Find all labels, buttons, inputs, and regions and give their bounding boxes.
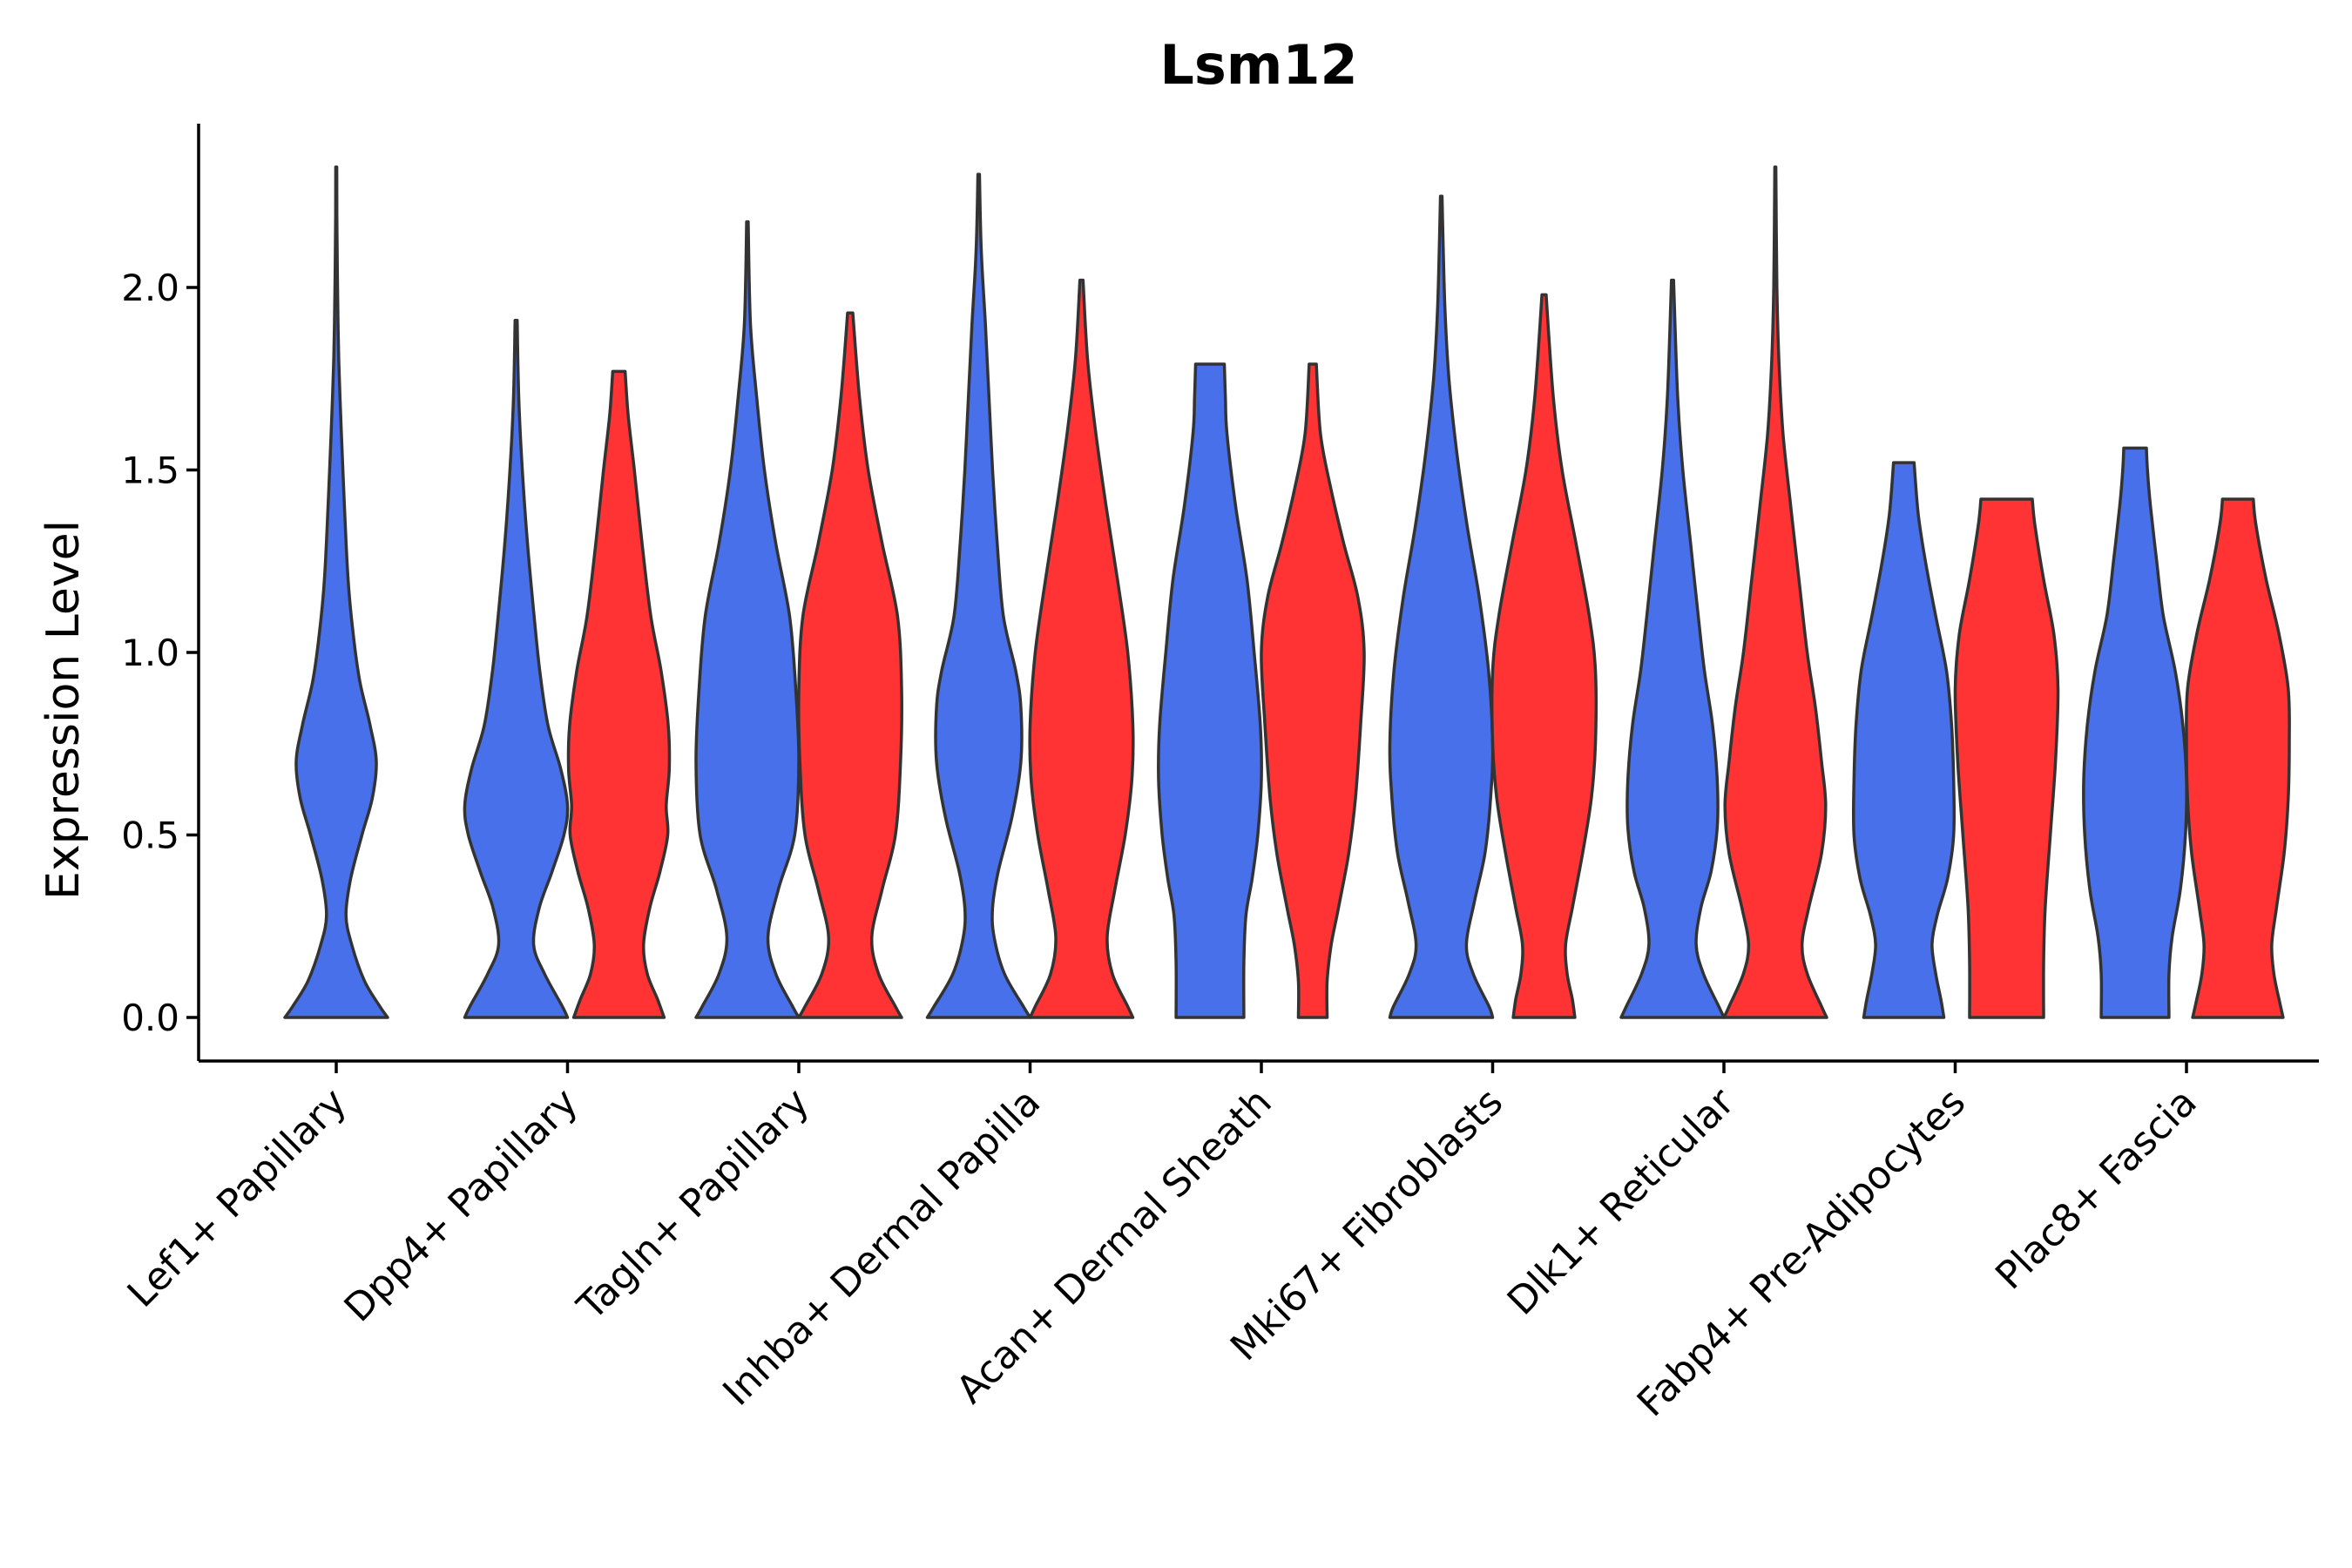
violin-blue-4 bbox=[1157, 362, 1263, 1019]
violin-red-2 bbox=[797, 311, 903, 1019]
violin-red-5 bbox=[1490, 293, 1598, 1019]
x-category-label: Lef1+ Papillary bbox=[119, 1080, 355, 1316]
y-tick-label: 1.5 bbox=[121, 449, 179, 492]
violin-blue-0 bbox=[283, 165, 389, 1019]
x-category-label: Dlk1+ Reticular bbox=[1499, 1079, 1744, 1324]
violin-blue-6 bbox=[1619, 278, 1726, 1019]
violin-red-6 bbox=[1722, 165, 1828, 1019]
violin-red-8 bbox=[2185, 497, 2291, 1019]
violin-blue-1 bbox=[463, 318, 570, 1019]
y-tick-label: 1.0 bbox=[121, 632, 179, 674]
violin-blue-8 bbox=[2082, 446, 2188, 1019]
violin-red-4 bbox=[1260, 362, 1366, 1019]
y-ticks: 0.0 0.5 1.0 1.5 2.0 bbox=[121, 267, 199, 1039]
violin-blue-7 bbox=[1851, 461, 1957, 1019]
x-category-label: Plac8+ Fascia bbox=[1987, 1080, 2206, 1299]
y-tick-label: 0.0 bbox=[121, 997, 179, 1039]
violin-layer bbox=[283, 165, 2291, 1019]
violin-red-3 bbox=[1028, 278, 1135, 1019]
y-tick-label: 2.0 bbox=[121, 267, 179, 309]
axes bbox=[197, 124, 2319, 1063]
violin-blue-2 bbox=[694, 220, 801, 1019]
x-category-label: Tagln+ Papillary bbox=[569, 1080, 818, 1329]
chart-title: Lsm12 bbox=[1159, 33, 1357, 97]
violin-red-7 bbox=[1953, 497, 2060, 1019]
violin-blue-3 bbox=[925, 172, 1032, 1019]
y-axis-label: Expression Level bbox=[37, 520, 90, 900]
y-tick-label: 0.5 bbox=[121, 814, 179, 857]
violin-red-1 bbox=[566, 369, 672, 1019]
violin-blue-5 bbox=[1388, 194, 1495, 1019]
x-category-label: Dpp4+ Papillary bbox=[336, 1080, 587, 1331]
